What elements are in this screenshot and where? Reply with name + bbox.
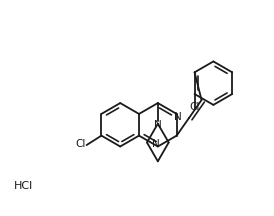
Text: Cl: Cl	[189, 102, 200, 112]
Text: N: N	[154, 120, 162, 130]
Text: HCl: HCl	[14, 181, 33, 191]
Text: N: N	[152, 138, 160, 149]
Text: N: N	[174, 112, 181, 122]
Text: Cl: Cl	[76, 139, 86, 149]
